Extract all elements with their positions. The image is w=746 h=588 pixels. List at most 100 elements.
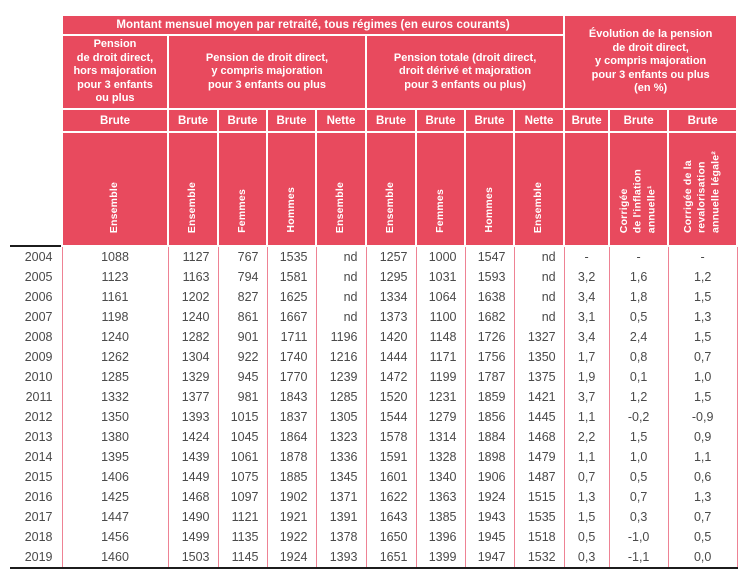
value-cell: 1340 [415,467,465,487]
group-header-pension-totale: Pension totale (droit direct, droit déri… [364,34,566,110]
value-cell: 1,5 [608,427,669,447]
value-cell: 1726 [464,327,514,347]
value-cell: 1121 [217,507,267,527]
value-cell: 1145 [217,547,267,569]
value-cell: -0,9 [667,407,738,427]
value-cell: 1,3 [563,487,610,507]
subcolumn-header: Hommes [464,131,515,247]
value-cell: 1479 [513,447,565,467]
value-cell: nd [513,307,565,327]
table-row: 2008 1240 1282 901 1711 1196 1420 1148 1726 1327 3… [10,327,738,347]
value-cell: 1163 [167,267,218,287]
value-cell: 1,0 [608,447,669,467]
year-cell: 2019 [10,547,62,569]
value-cell: nd [315,267,366,287]
value-cell: 3,4 [563,287,610,307]
header-row-title: Montant mensuel moyen par retraité, tous… [10,14,739,110]
value-cell: 1518 [513,527,565,547]
header-row-subcolumns: Ensemble Ensemble Femmes Hommes Ensemble… [10,131,739,247]
measure-header: Nette [512,108,566,133]
value-cell: - [563,245,610,267]
value-cell: 1856 [464,407,514,427]
year-cell: 2006 [10,287,62,307]
value-cell: nd [513,245,565,267]
pension-table-container: Montant mensuel moyen par retraité, tous… [10,14,739,569]
value-cell: 0,7 [563,467,610,487]
value-cell: 767 [217,245,267,267]
table-row: 2017 1447 1490 1121 1921 1391 1643 1385 1943 1535… [10,507,738,527]
value-cell: 1902 [266,487,316,507]
value-cell: 1643 [365,507,416,527]
value-cell: 1380 [61,427,168,447]
measure-header: Brute [667,108,739,133]
table-header: Montant mensuel moyen par retraité, tous… [10,14,739,247]
value-cell: 1924 [464,487,514,507]
subcolumn-header [563,131,611,247]
value-cell: 1100 [415,307,465,327]
value-cell: -0,2 [608,407,669,427]
value-cell: 1350 [61,407,168,427]
value-cell: 1445 [513,407,565,427]
value-cell: 1,7 [563,347,610,367]
subcolumn-header: Corrigée de l'inflation annuelle¹ [608,131,670,247]
value-cell: 1240 [167,307,218,327]
value-cell: nd [513,287,565,307]
value-cell: 1363 [415,487,465,507]
value-cell: 3,2 [563,267,610,287]
value-cell: 1837 [266,407,316,427]
value-cell: 1375 [513,367,565,387]
value-cell: 0,5 [608,467,669,487]
value-cell: 1,1 [563,407,610,427]
value-cell: 1601 [365,467,416,487]
value-cell: 1262 [61,347,168,367]
value-cell: 1216 [315,347,366,367]
value-cell: 1593 [464,267,514,287]
value-cell: nd [315,287,366,307]
subcolumn-label: Femmes [235,189,248,233]
table-row: 2014 1395 1439 1061 1878 1336 1591 1328 1898 1479… [10,447,738,467]
table-row: 2015 1406 1449 1075 1885 1345 1601 1340 1906 1487… [10,467,738,487]
value-cell: 1257 [365,245,416,267]
subcolumn-label: Corrigée de l'inflation annuelle¹ [618,168,658,233]
value-cell: 1393 [167,407,218,427]
value-cell: 1,0 [667,367,738,387]
value-cell: 1161 [61,287,168,307]
value-cell: 1787 [464,367,514,387]
measure-header: Brute [563,108,611,133]
value-cell: 1535 [513,507,565,527]
value-cell: 1373 [365,307,416,327]
subcolumn-label: Ensemble [532,181,545,233]
year-cell: 2016 [10,487,62,507]
value-cell: 945 [217,367,267,387]
value-cell: 1196 [315,327,366,347]
value-cell: 1396 [415,527,465,547]
value-cell: 1424 [167,427,218,447]
value-cell: 1378 [315,527,366,547]
value-cell: 1240 [61,327,168,347]
value-cell: 1503 [167,547,218,569]
year-cell: 2017 [10,507,62,527]
value-cell: 0,7 [667,507,738,527]
value-cell: 1843 [266,387,316,407]
year-cell: 2004 [10,245,62,267]
value-cell: 1581 [266,267,316,287]
value-cell: 1885 [266,467,316,487]
value-cell: 1864 [266,427,316,447]
value-cell: 1651 [365,547,416,569]
value-cell: 1740 [266,347,316,367]
value-cell: 1198 [61,307,168,327]
subcolumn-header: Ensemble [512,131,566,247]
year-cell: 2013 [10,427,62,447]
value-cell: 1148 [415,327,465,347]
value-cell: nd [513,267,565,287]
subcolumn-header: Ensemble [61,131,169,247]
subcolumn-label: Ensemble [108,181,121,233]
value-cell: 981 [217,387,267,407]
table-row: 2011 1332 1377 981 1843 1285 1520 1231 1859 1421 3… [10,387,738,407]
value-cell: -1,0 [608,527,669,547]
value-cell: 1332 [61,387,168,407]
value-cell: 1088 [61,245,168,267]
value-cell: 1391 [315,507,366,527]
value-cell: -1,1 [608,547,669,569]
